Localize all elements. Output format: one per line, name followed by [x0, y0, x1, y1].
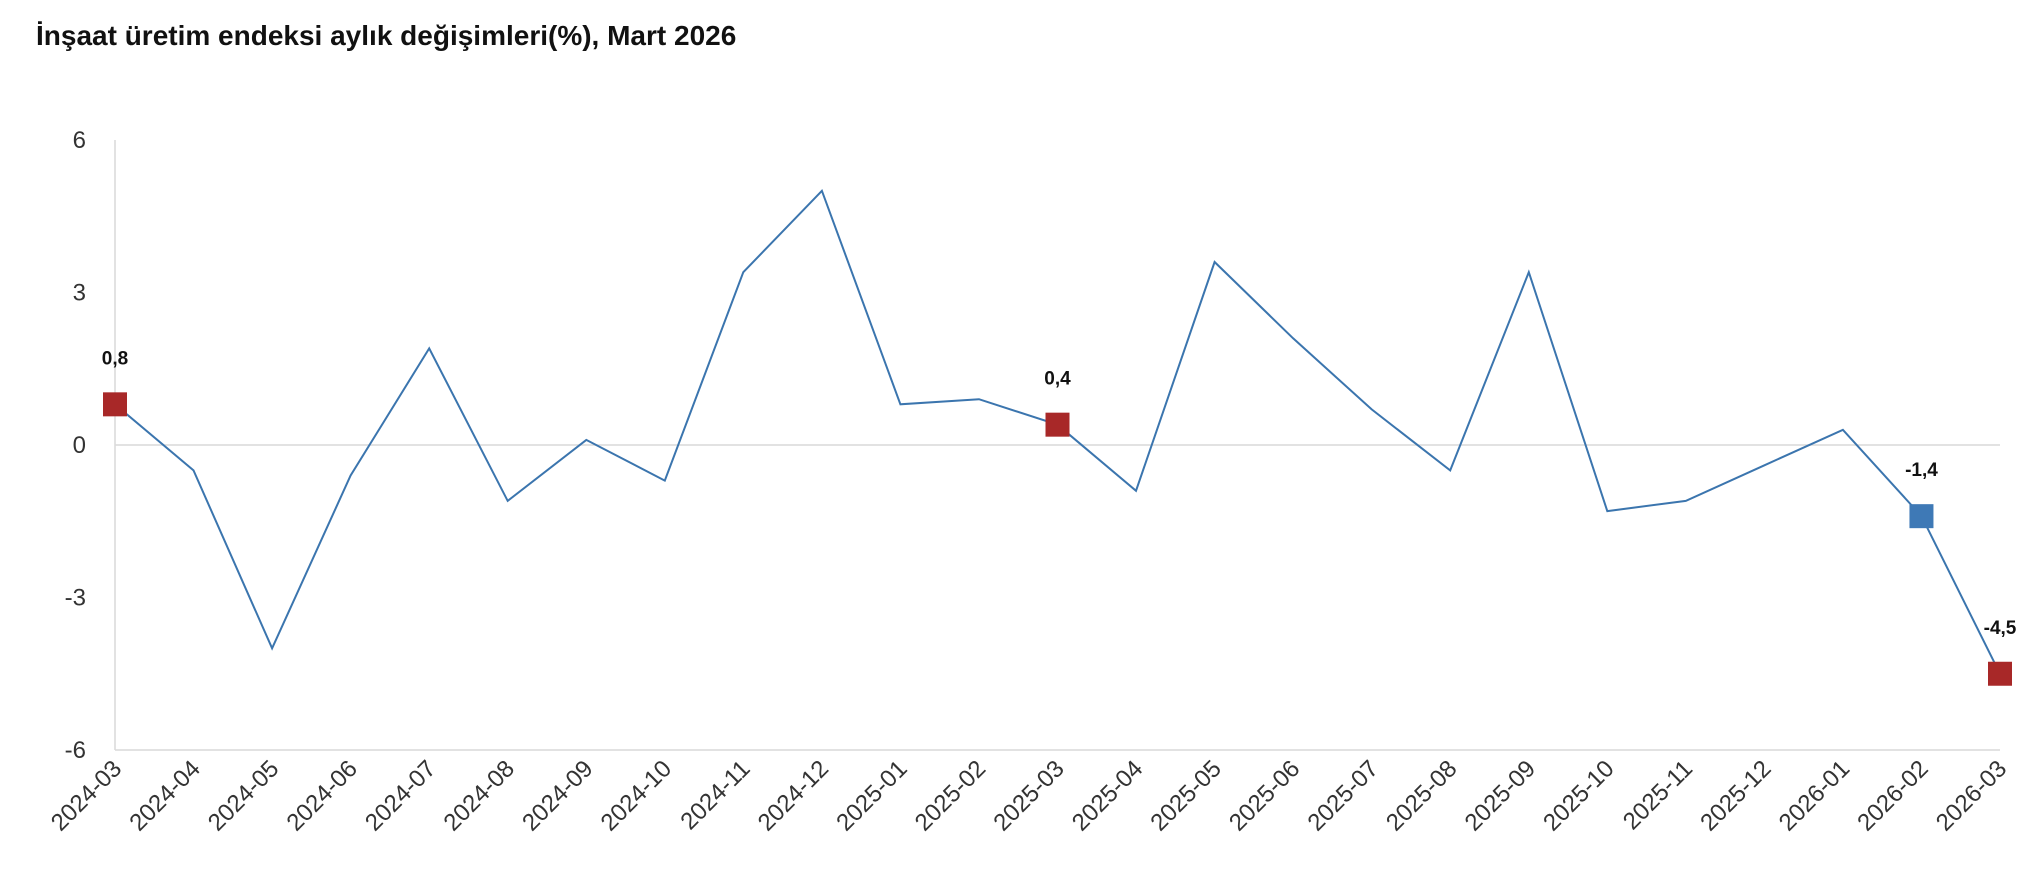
x-tick-label: 2024-10: [596, 755, 677, 836]
y-tick-label: 3: [73, 280, 86, 307]
x-tick-label: 2024-04: [124, 755, 205, 836]
x-tick-label: 2025-05: [1145, 755, 1226, 836]
x-tick-label: 2025-02: [910, 755, 991, 836]
x-tick-label: 2025-06: [1224, 755, 1305, 836]
data-label: -1,4: [1905, 460, 1938, 481]
x-tick-label: 2025-09: [1460, 755, 1541, 836]
x-tick-label: 2025-04: [1067, 755, 1148, 836]
chart-axes: [114, 140, 2000, 751]
x-tick-label: 2024-11: [675, 755, 755, 835]
data-label: 0,4: [1044, 369, 1071, 390]
x-tick-label: 2025-01: [831, 755, 912, 836]
y-tick-label: 6: [73, 127, 86, 154]
y-tick-label: 0: [73, 432, 86, 459]
highlight-markers: [103, 392, 2012, 686]
x-axis-ticks: 2024-032024-042024-052024-062024-072024-…: [46, 755, 2012, 836]
x-tick-label: 2024-09: [517, 755, 598, 836]
chart-title: İnşaat üretim endeksi aylık değişimleri(…: [36, 20, 737, 51]
data-point-marker: [1988, 661, 2012, 686]
x-tick-label: 2024-12: [753, 755, 834, 836]
x-tick-label: 2024-03: [46, 755, 127, 836]
data-point-marker: [1909, 504, 1934, 529]
y-axis-ticks: 6 3 0 -3 -6: [65, 127, 86, 764]
x-tick-label: 2024-05: [203, 755, 284, 836]
y-tick-label: -3: [65, 585, 86, 612]
data-point-marker: [103, 392, 127, 417]
y-tick-label: -6: [65, 737, 86, 764]
x-tick-label: 2026-03: [1931, 755, 2012, 836]
x-tick-label: 2025-03: [988, 755, 1069, 836]
data-point-marker: [1045, 412, 1070, 437]
data-label: 0,8: [102, 348, 128, 369]
x-tick-label: 2025-07: [1303, 755, 1384, 836]
x-tick-label: 2024-06: [281, 755, 362, 836]
data-label: -4,5: [1984, 618, 2017, 639]
x-tick-label: 2025-11: [1618, 755, 1698, 835]
x-tick-label: 2025-08: [1381, 755, 1462, 836]
x-tick-label: 2025-12: [1695, 755, 1776, 836]
data-labels: 0,8 0,4 -1,4 -4,5: [102, 348, 2017, 638]
x-tick-label: 2026-01: [1774, 755, 1855, 836]
x-tick-label: 2024-08: [439, 755, 520, 836]
x-tick-label: 2026-02: [1852, 755, 1933, 836]
x-tick-label: 2025-10: [1538, 755, 1619, 836]
x-tick-label: 2024-07: [360, 755, 441, 836]
